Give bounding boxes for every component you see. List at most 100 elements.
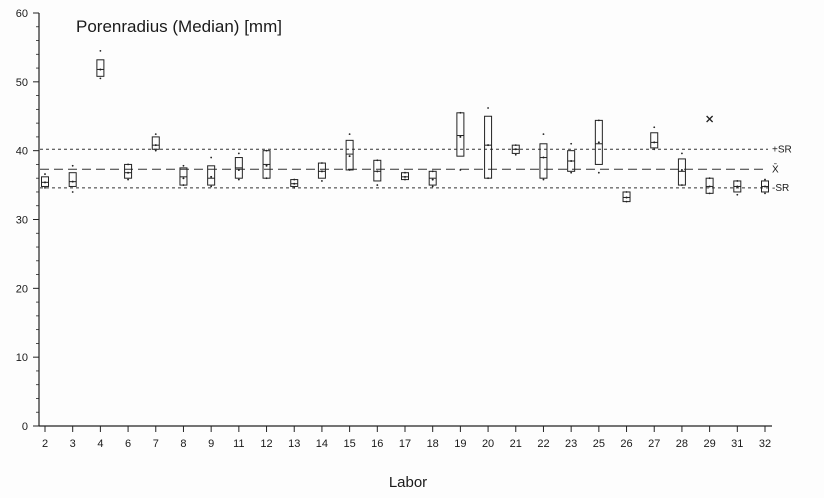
box-mean-point — [99, 68, 102, 71]
box-max-point — [764, 178, 766, 181]
box-max-point — [154, 133, 157, 136]
box-mean-point — [237, 168, 240, 171]
box-min-point — [764, 192, 766, 195]
box-group — [761, 178, 769, 195]
box-min-point — [348, 169, 351, 171]
box-group — [567, 142, 576, 174]
box-min-point — [542, 178, 545, 181]
box-mean-point — [653, 141, 656, 144]
box-max-point — [321, 162, 323, 164]
box-min-point — [293, 186, 296, 189]
box-mean-point — [708, 185, 711, 188]
box-group — [179, 164, 188, 186]
box-mean-point — [320, 170, 323, 173]
box-max-point — [376, 159, 379, 162]
box-max-point — [265, 149, 268, 152]
box-mean-point — [376, 170, 379, 173]
box-max-point — [431, 170, 434, 173]
box-min-point — [154, 149, 157, 152]
box-mean-point — [680, 168, 683, 171]
box-rect — [124, 163, 133, 179]
box-min-point — [127, 178, 129, 181]
box-mean-point — [154, 144, 157, 147]
box-mean-point — [293, 182, 296, 185]
box-mean-point — [764, 185, 766, 188]
box-group — [539, 133, 548, 181]
box-group — [151, 133, 160, 152]
box-rect — [151, 136, 160, 150]
x-tick-label: 31 — [731, 438, 743, 450]
box-mean-point — [736, 185, 739, 188]
x-tick-label: 19 — [454, 438, 466, 450]
box-max-point — [71, 164, 74, 167]
box-max-point — [653, 126, 656, 129]
box-group — [456, 111, 465, 171]
box-max-point — [44, 173, 46, 175]
reference-line-label: -SR — [772, 183, 789, 194]
x-tick-label: 18 — [427, 438, 439, 450]
box-max-point — [736, 180, 739, 182]
x-tick-label: 15 — [343, 438, 355, 450]
box-rect — [345, 139, 354, 171]
box-mean-point — [431, 178, 434, 181]
y-tick-label: 60 — [16, 8, 28, 20]
box-min-point — [570, 171, 573, 174]
box-max-point — [127, 163, 129, 166]
box-min-point — [210, 185, 213, 188]
box-min-point — [514, 153, 517, 156]
box-min-point — [487, 177, 489, 180]
box-min-point — [321, 180, 323, 182]
x-tick-label: 28 — [676, 438, 688, 450]
box-min-point — [681, 184, 683, 186]
x-tick-label: 16 — [371, 438, 383, 450]
y-tick-label: 40 — [16, 146, 28, 158]
x-tick-label: 3 — [70, 438, 76, 450]
box-group — [96, 49, 105, 80]
x-tick-label: 17 — [399, 438, 411, 450]
x-tick-label: 11 — [233, 438, 244, 450]
box-mean-point — [127, 171, 130, 174]
box-mean-point — [542, 156, 545, 159]
box-mean-point — [210, 175, 213, 178]
box-mean-point — [597, 141, 600, 144]
box-group — [262, 149, 271, 180]
x-tick-label: 12 — [260, 438, 272, 450]
box-mean-point — [487, 144, 490, 147]
box-min-point — [431, 185, 434, 188]
box-max-point — [404, 171, 406, 174]
box-group — [68, 164, 77, 193]
box-min-point — [265, 177, 268, 180]
box-mean-point — [625, 196, 628, 199]
box-rect — [96, 59, 105, 77]
box-group — [622, 191, 631, 203]
outlier-marker — [706, 115, 714, 123]
box-max-point — [99, 49, 102, 52]
x-tick-label: 13 — [288, 438, 300, 450]
box-max-point — [514, 144, 517, 147]
reference-line-label: +SR — [772, 144, 792, 155]
box-rect — [41, 176, 49, 187]
box-max-point — [459, 111, 462, 114]
box-max-point — [293, 178, 296, 181]
box-min-point — [404, 178, 406, 181]
box-group — [345, 133, 354, 171]
x-tick-label: 26 — [620, 438, 632, 450]
box-rect — [68, 172, 77, 187]
x-axis-ticks: 2 3 4 6 7 8 9 11 12 13 14 15 16 17 18 19 20 21 22 23 25 26 27 2… — [42, 426, 771, 450]
y-tick-label: 20 — [16, 283, 28, 295]
y-axis-ticks: 0 10 20 30 40 50 60 — [16, 8, 39, 433]
box-min-point — [182, 184, 185, 186]
box-mean-point — [459, 135, 462, 138]
box-min-point — [708, 192, 711, 195]
box-group — [373, 159, 382, 186]
box-max-point — [237, 152, 240, 155]
box-group — [594, 119, 603, 174]
box-group — [234, 152, 243, 181]
box-min-point — [625, 200, 628, 203]
box-max-point — [681, 152, 683, 155]
box-max-point — [708, 177, 711, 180]
box-min-point — [736, 193, 739, 196]
box-max-point — [348, 133, 351, 136]
